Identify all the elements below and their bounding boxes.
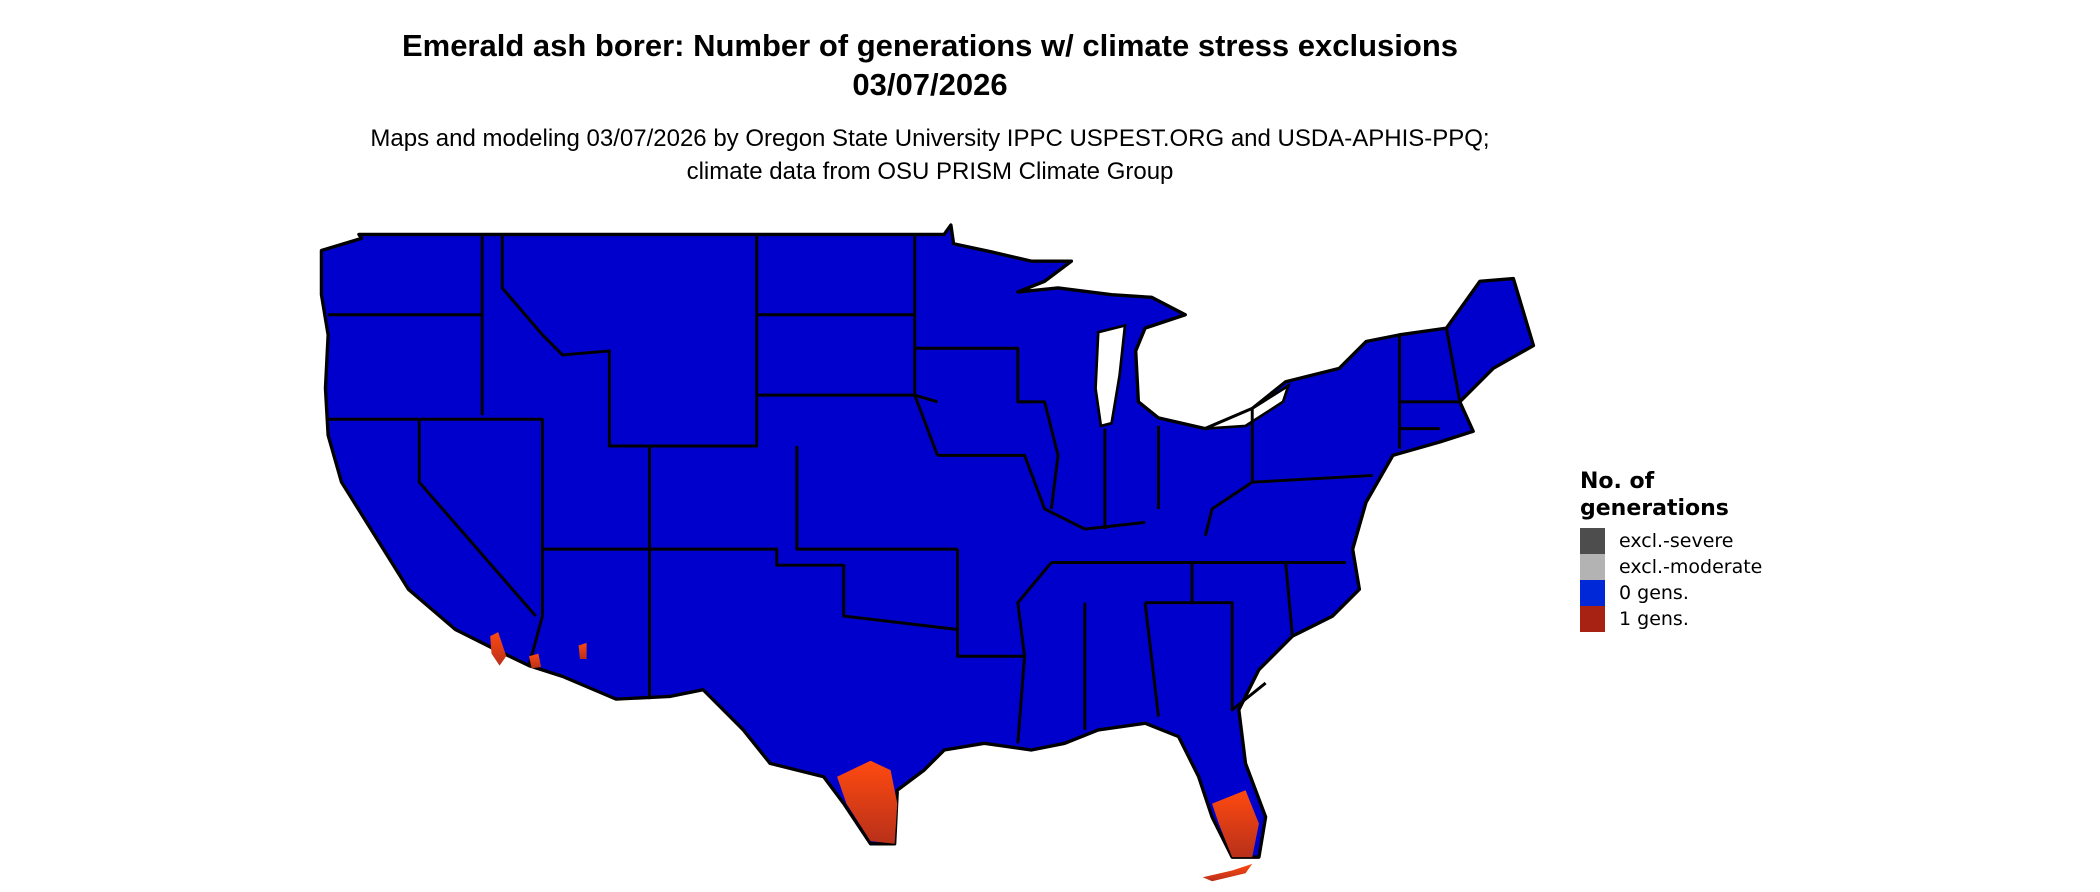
- legend: No. of generations excl.-severe excl.-mo…: [1580, 468, 1780, 632]
- legend-label: 0 gens.: [1619, 582, 1689, 604]
- legend-item-excl-moderate: excl.-moderate: [1580, 554, 1780, 580]
- map-subtitle: Maps and modeling 03/07/2026 by Oregon S…: [370, 125, 1490, 185]
- legend-swatch: [1580, 580, 1605, 606]
- legend-label: 1 gens.: [1619, 608, 1689, 630]
- legend-label: excl.-moderate: [1619, 556, 1763, 578]
- legend-label: excl.-severe: [1619, 530, 1734, 552]
- arizona-area-2: [578, 642, 587, 659]
- florida-keys-area: [1202, 863, 1253, 882]
- lake-michigan: [1094, 323, 1127, 428]
- legend-item-excl-severe: excl.-severe: [1580, 528, 1780, 554]
- legend-swatch: [1580, 606, 1605, 632]
- south-texas-area: [837, 760, 898, 844]
- one-generation-areas: [490, 632, 1259, 882]
- legend-title: No. of generations: [1580, 469, 1729, 521]
- legend-item-0-gens: 0 gens.: [1580, 580, 1780, 606]
- map-title: Emerald ash borer: Number of generations…: [401, 28, 1459, 102]
- state-borders: [328, 234, 1462, 744]
- legend-item-1-gens: 1 gens.: [1580, 606, 1780, 632]
- us-outline: [319, 223, 1536, 859]
- arizona-area: [529, 653, 542, 669]
- south-florida-area: [1212, 790, 1259, 858]
- legend-swatch: [1580, 528, 1605, 554]
- lake-erie: [1204, 382, 1291, 430]
- socal-desert-area: [490, 632, 507, 666]
- legend-swatch: [1580, 554, 1605, 580]
